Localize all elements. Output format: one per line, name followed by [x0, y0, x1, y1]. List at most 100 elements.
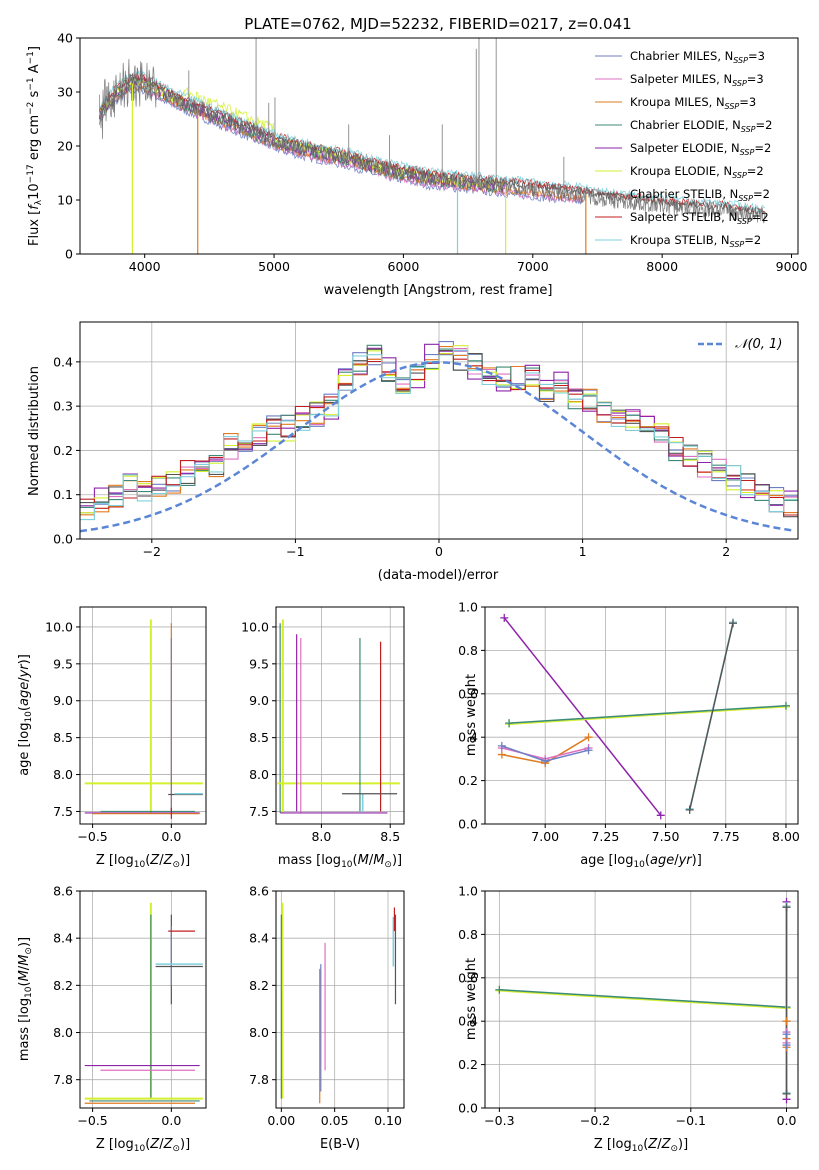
y-tick-label: 8.0 — [249, 1025, 269, 1040]
x-tick-label: 0.00 — [267, 1113, 295, 1128]
weight-marker-salpeter-elodie — [656, 811, 665, 820]
y-tick-label: 9.5 — [53, 656, 73, 671]
gauss-legend-label: 𝒩(0, 1) — [735, 337, 782, 352]
weight-vs-Z-xlabel: Z [log10(Z/Z⊙)] — [594, 1137, 688, 1154]
y-tick-label: 1.0 — [458, 884, 478, 899]
weight-marker-chabrier-miles — [541, 757, 550, 766]
x-tick-label: 0.0 — [161, 829, 181, 844]
weight-marker-chabrier-stelib — [728, 619, 737, 628]
y-tick-label: 0.2 — [458, 773, 478, 788]
mass-vs-Z-panel: −0.5 0.0 7.8 8.0 8.2 8.4 8.6 Z [log10(Z/Z⊙)] m… — [17, 884, 207, 1154]
residuals-ylabel: Normed distribution — [27, 366, 42, 496]
legend-label-chabrier-miles: Chabrier MILES, NSSP=3 — [630, 49, 765, 65]
x-tick-label: −0.3 — [484, 1113, 514, 1128]
x-tick-label: −2 — [143, 544, 161, 559]
y-tick-label: 10 — [57, 193, 73, 208]
y-tick-label: 0.6 — [458, 686, 478, 701]
y-tick-label: 0.2 — [53, 443, 73, 458]
y-tick-label: 0.6 — [458, 970, 478, 985]
x-tick-label: 7.50 — [652, 829, 680, 844]
y-tick-label: 9.5 — [249, 656, 269, 671]
y-tick-label: 0.4 — [53, 354, 73, 369]
legend-label-chabrier-elodie: Chabrier ELODIE, NSSP=2 — [630, 118, 772, 134]
y-tick-label: 20 — [57, 139, 73, 154]
weight-marker-chabrier-miles — [497, 741, 506, 750]
y-tick-label: 0.0 — [53, 532, 73, 547]
y-tick-label: 8.2 — [53, 978, 73, 993]
y-tick-label: 8.4 — [249, 931, 269, 946]
y-tick-label: 7.5 — [249, 804, 269, 819]
weight-marker-chabrier-miles — [782, 1041, 791, 1050]
x-tick-label: 2 — [722, 544, 730, 559]
y-tick-label: 0.2 — [458, 1057, 478, 1072]
y-tick-label: 0.0 — [458, 1101, 478, 1116]
legend-label-chabrier-stelib: Chabrier STELIB, NSSP=2 — [630, 187, 770, 203]
gaussian-curve — [80, 361, 796, 533]
x-tick-label: 8.0 — [311, 829, 331, 844]
x-tick-label: 8.5 — [380, 829, 400, 844]
x-tick-label: 7.75 — [712, 829, 740, 844]
spectrum-xlabel: wavelength [Angstrom, rest frame] — [324, 283, 553, 298]
mass-vs-ebv-xlabel: E(B-V) — [320, 1137, 360, 1152]
x-tick-label: 6000 — [388, 259, 420, 274]
y-tick-label: 0.0 — [458, 817, 478, 832]
x-tick-label: −0.5 — [77, 1113, 107, 1128]
y-tick-label: 8.0 — [249, 767, 269, 782]
x-tick-label: 0.0 — [777, 1113, 797, 1128]
x-tick-label: 0 — [435, 544, 443, 559]
y-tick-label: 0.8 — [458, 927, 478, 942]
weight-line-chabrier-elodie — [509, 704, 787, 724]
x-tick-label: 7000 — [517, 259, 549, 274]
x-tick-label: −0.1 — [676, 1113, 706, 1128]
weight-marker-salpeter-elodie — [500, 613, 509, 622]
y-tick-label: 8.6 — [249, 884, 269, 899]
x-tick-label: 0.0 — [161, 1113, 181, 1128]
weight-line-chabrier-elodie — [499, 988, 787, 1008]
legend-label-kroupa-stelib: Kroupa STELIB, NSSP=2 — [630, 233, 761, 249]
legend-label-salpeter-elodie: Salpeter ELODIE, NSSP=2 — [630, 141, 771, 157]
weight-marker-chabrier-elodie — [505, 719, 514, 728]
weight-line-salpeter-elodie — [503, 617, 662, 816]
y-tick-label: 8.0 — [53, 1025, 73, 1040]
legend-label-salpeter-miles: Salpeter MILES, NSSP=3 — [630, 72, 764, 88]
weight-marker-chabrier-elodie — [781, 701, 790, 710]
weight-line-chabrier-stelib — [688, 623, 734, 811]
x-tick-label: 0.10 — [374, 1113, 402, 1128]
weight-vs-Z-panel: −0.3 −0.2 −0.1 0.0 0.0 0.2 0.4 0.6 0.8 1.0 Z [log… — [458, 884, 799, 1154]
weight-vs-age-xlabel: age [log10(age/yr)] — [580, 853, 702, 870]
age-vs-Z-panel: −0.5 0.0 7.5 8.0 8.5 9.0 9.5 10.0 Z [log10(Z/Z⊙… — [17, 606, 207, 870]
y-tick-label: 1.0 — [458, 600, 478, 615]
histogram-kroupa-stelib — [80, 349, 798, 521]
y-tick-label: 9.0 — [249, 693, 269, 708]
x-tick-label: 7.25 — [591, 829, 619, 844]
weight-marker-kroupa-miles — [782, 1017, 791, 1026]
y-tick-label: 8.2 — [249, 978, 269, 993]
y-tick-label: 9.0 — [53, 693, 73, 708]
residuals-xlabel: (data-model)/error — [378, 568, 499, 583]
y-tick-label: 7.5 — [53, 804, 73, 819]
y-tick-label: 10.0 — [45, 619, 73, 634]
x-tick-label: 7.00 — [531, 829, 559, 844]
residuals-panel: −2 −1 0 1 2 0.0 0.1 0.2 0.3 0.4 (data-model)/erro… — [27, 321, 799, 583]
weight-marker-chabrier-miles — [782, 1030, 791, 1039]
y-tick-label: 30 — [57, 85, 73, 100]
weight-marker-chabrier-stelib — [782, 1089, 791, 1098]
y-tick-label: 0.4 — [458, 1014, 478, 1029]
weight-marker-chabrier-miles — [584, 746, 593, 755]
age-vs-Z-xlabel: Z [log10(Z/Z⊙)] — [96, 853, 190, 870]
age-vs-mass-xlabel: mass [log10(M/M⊙)] — [278, 853, 402, 870]
x-tick-label: 8000 — [646, 259, 678, 274]
mass-vs-Z-ylabel: mass [log10(M/M⊙)] — [17, 937, 34, 1061]
spectrum-panel: 4000 5000 6000 7000 8000 9000 0 10 20 30 40 wavele… — [26, 31, 807, 299]
weight-line-kroupa-elodie — [499, 990, 787, 1009]
y-tick-label: 8.4 — [53, 931, 73, 946]
spectrum-ylabel: Flux [fλ10−17 erg cm−2 s−1 A−1] — [26, 46, 44, 246]
residuals-legend: 𝒩(0, 1) — [698, 337, 782, 352]
y-tick-label: 10.0 — [241, 619, 269, 634]
legend-label-kroupa-miles: Kroupa MILES, NSSP=3 — [630, 95, 756, 111]
weight-marker-chabrier-stelib — [782, 903, 791, 912]
x-tick-label: 8.00 — [772, 829, 800, 844]
weight-vs-Z-ylabel: mass weight — [464, 958, 479, 1040]
y-tick-label: 0.8 — [458, 643, 478, 658]
